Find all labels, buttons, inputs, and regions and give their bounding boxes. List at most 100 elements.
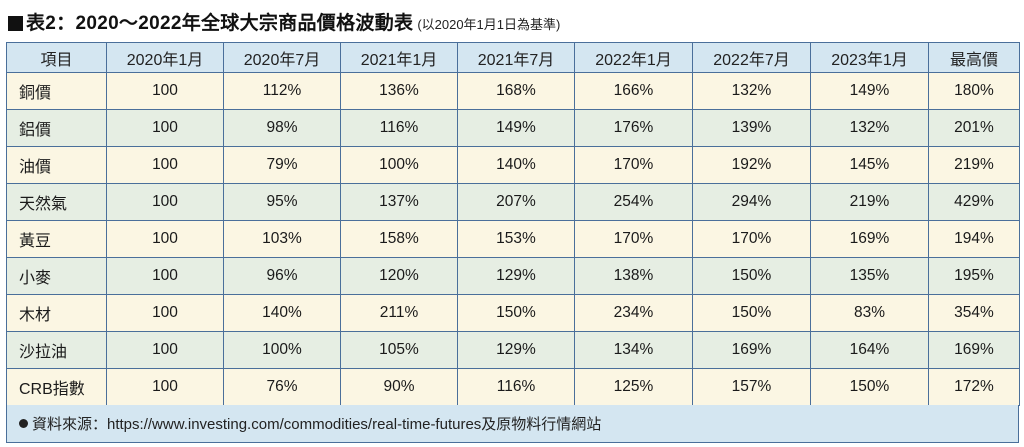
- row-label: 油價: [6, 146, 107, 184]
- row-label: 小麥: [6, 257, 107, 295]
- table-cell: 153%: [457, 220, 575, 258]
- table-cell: 169%: [928, 331, 1020, 369]
- column-header: 2021年7月: [457, 42, 575, 73]
- table-cell: 100: [106, 183, 224, 221]
- table-row: 鋁價 100 98% 116% 149% 176% 139% 132% 201%: [6, 109, 1020, 147]
- table-cell: 219%: [928, 146, 1020, 184]
- table-row: 小麥 100 96% 120% 129% 138% 150% 135% 195%: [6, 257, 1020, 295]
- table-cell: 132%: [810, 109, 929, 147]
- table-cell: 116%: [340, 109, 458, 147]
- page-subtitle: (以2020年1月1日為基準): [417, 16, 561, 32]
- column-header: 2021年1月: [340, 42, 458, 73]
- table-row: 油價 100 79% 100% 140% 170% 192% 145% 219%: [6, 146, 1020, 184]
- table-cell: 79%: [223, 146, 341, 184]
- table-cell: 116%: [457, 368, 575, 406]
- table-cell: 211%: [340, 294, 458, 332]
- table-cell: 100: [106, 220, 224, 258]
- table-cell: 180%: [928, 72, 1020, 110]
- table-cell: 129%: [457, 257, 575, 295]
- table-cell: 207%: [457, 183, 575, 221]
- table-cell: 98%: [223, 109, 341, 147]
- table-cell: 149%: [810, 72, 929, 110]
- table-cell: 169%: [692, 331, 811, 369]
- column-header: 2023年1月: [810, 42, 929, 73]
- table-cell: 192%: [692, 146, 811, 184]
- table-cell: 135%: [810, 257, 929, 295]
- table-cell: 137%: [340, 183, 458, 221]
- table-cell: 429%: [928, 183, 1020, 221]
- row-label: 沙拉油: [6, 331, 107, 369]
- column-header: 2022年7月: [692, 42, 811, 73]
- table-cell: 219%: [810, 183, 929, 221]
- column-header: 2020年7月: [223, 42, 341, 73]
- table-cell: 100: [106, 72, 224, 110]
- table-cell: 120%: [340, 257, 458, 295]
- table-cell: 194%: [928, 220, 1020, 258]
- table-row: 天然氣 100 95% 137% 207% 254% 294% 219% 429%: [6, 183, 1020, 221]
- table-cell: 176%: [574, 109, 693, 147]
- row-label: CRB指數: [6, 368, 107, 406]
- table-cell: 132%: [692, 72, 811, 110]
- table-cell: 157%: [692, 368, 811, 406]
- table-cell: 195%: [928, 257, 1020, 295]
- table-cell: 140%: [223, 294, 341, 332]
- row-label: 鋁價: [6, 109, 107, 147]
- bullet-icon: [19, 419, 28, 428]
- table-cell: 139%: [692, 109, 811, 147]
- table-row: CRB指數 100 76% 90% 116% 125% 157% 150% 172%: [6, 368, 1020, 406]
- table-cell: 76%: [223, 368, 341, 406]
- table-cell: 112%: [223, 72, 341, 110]
- table-cell: 136%: [340, 72, 458, 110]
- table-body: 銅價 100 112% 136% 168% 166% 132% 149% 180% 鋁價 100 98…: [6, 72, 1020, 406]
- column-header: 2020年1月: [106, 42, 224, 73]
- column-header: 項目: [6, 42, 107, 73]
- row-label: 木材: [6, 294, 107, 332]
- table-cell: 100%: [223, 331, 341, 369]
- table-cell: 129%: [457, 331, 575, 369]
- table-cell: 150%: [692, 257, 811, 295]
- table-cell: 254%: [574, 183, 693, 221]
- table-cell: 149%: [457, 109, 575, 147]
- table-cell: 170%: [574, 220, 693, 258]
- table-cell: 96%: [223, 257, 341, 295]
- column-header: 最高價: [928, 42, 1020, 73]
- table-cell: 100: [106, 146, 224, 184]
- table-cell: 150%: [810, 368, 929, 406]
- row-label: 天然氣: [6, 183, 107, 221]
- price-table: 項目 2020年1月 2020年7月 2021年1月 2021年7月 2022年1月 202…: [6, 42, 1020, 406]
- black-square-icon: [8, 15, 23, 31]
- table-row: 木材 100 140% 211% 150% 234% 150% 83% 354%: [6, 294, 1020, 332]
- table-cell: 100%: [340, 146, 458, 184]
- source-text: 資料來源：https://www.investing.com/commoditi…: [32, 416, 602, 433]
- table-cell: 170%: [692, 220, 811, 258]
- table-cell: 294%: [692, 183, 811, 221]
- table-cell: 138%: [574, 257, 693, 295]
- table-cell: 166%: [574, 72, 693, 110]
- table-cell: 95%: [223, 183, 341, 221]
- table-cell: 201%: [928, 109, 1020, 147]
- table-cell: 100: [106, 368, 224, 406]
- table-cell: 100: [106, 109, 224, 147]
- table-cell: 145%: [810, 146, 929, 184]
- table-cell: 170%: [574, 146, 693, 184]
- table-cell: 158%: [340, 220, 458, 258]
- table-cell: 100: [106, 294, 224, 332]
- table-cell: 134%: [574, 331, 693, 369]
- table-cell: 83%: [810, 294, 929, 332]
- table-cell: 354%: [928, 294, 1020, 332]
- table-cell: 105%: [340, 331, 458, 369]
- table-cell: 169%: [810, 220, 929, 258]
- table-cell: 90%: [340, 368, 458, 406]
- table-cell: 150%: [692, 294, 811, 332]
- table-cell: 150%: [457, 294, 575, 332]
- table-cell: 164%: [810, 331, 929, 369]
- table-row: 銅價 100 112% 136% 168% 166% 132% 149% 180%: [6, 72, 1020, 110]
- table-cell: 103%: [223, 220, 341, 258]
- table-row: 沙拉油 100 100% 105% 129% 134% 169% 164% 169%: [6, 331, 1020, 369]
- table-cell: 125%: [574, 368, 693, 406]
- title-bar: 表2：2020～2022年全球大宗商品價格波動表 (以2020年1月1日為基準): [0, 0, 1024, 42]
- row-label: 黃豆: [6, 220, 107, 258]
- table-cell: 234%: [574, 294, 693, 332]
- page-title: 表2：2020～2022年全球大宗商品價格波動表: [26, 12, 414, 34]
- table-cell: 140%: [457, 146, 575, 184]
